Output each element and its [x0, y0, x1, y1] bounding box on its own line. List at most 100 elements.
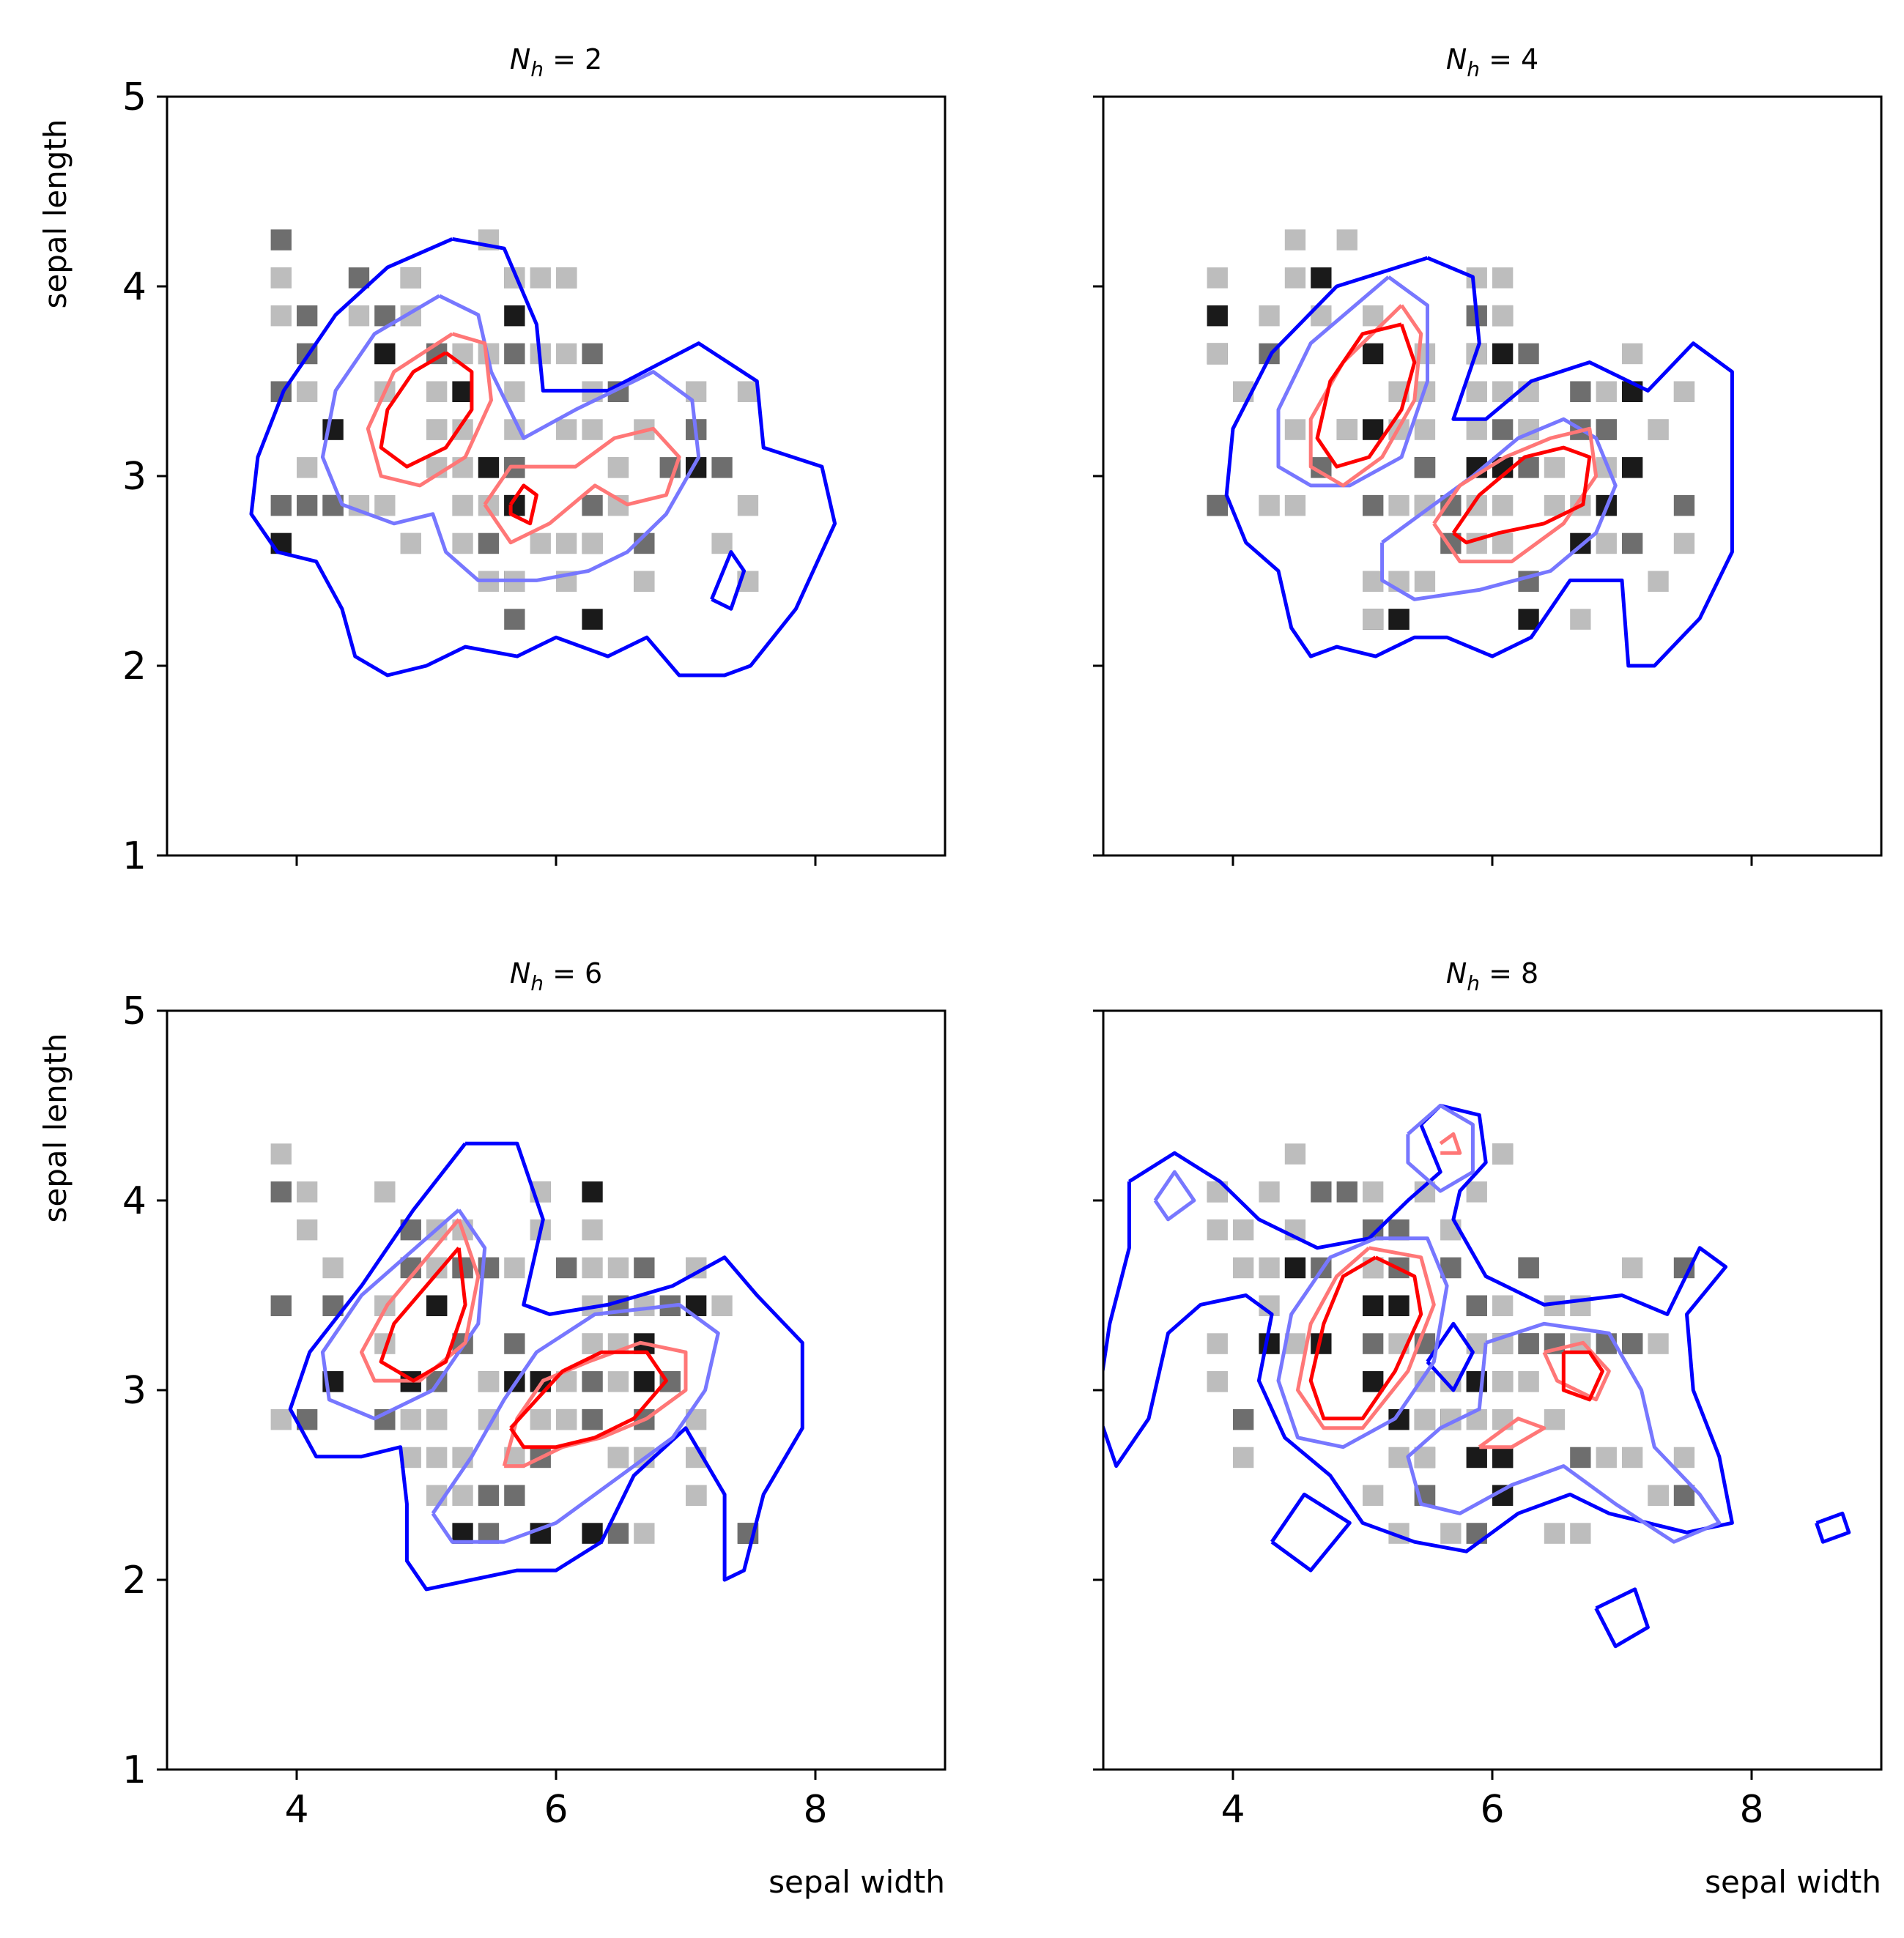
contour-line-level-3 — [1296, 1246, 1436, 1430]
histogram-cell — [556, 1408, 577, 1430]
histogram-cell — [270, 1143, 292, 1165]
contour-line-level-2 — [320, 1209, 487, 1421]
histogram-cell — [1492, 343, 1514, 365]
histogram-cell — [1207, 305, 1228, 327]
contour-line-level-2 — [1276, 1236, 1449, 1449]
histogram-cell — [530, 1408, 551, 1430]
histogram-cell — [1363, 305, 1384, 327]
contour-line-level-4 — [1451, 445, 1592, 545]
histogram-cell — [1518, 609, 1539, 630]
histogram-cell — [504, 305, 525, 327]
contour-line-level-4 — [379, 1247, 467, 1383]
histogram-cell — [1596, 1447, 1617, 1469]
contour-line-level-4 — [1315, 322, 1417, 469]
y-axis-label: sepal length — [37, 1033, 73, 1222]
histogram-cell — [1673, 494, 1695, 516]
histogram-cells — [270, 229, 759, 630]
histogram-cell — [426, 1408, 448, 1430]
histogram-cell — [400, 532, 421, 554]
x-tick-label: 6 — [544, 1788, 568, 1832]
histogram-cell — [556, 532, 577, 554]
histogram-cell — [478, 532, 500, 554]
histogram-cell — [452, 494, 473, 516]
histogram-cell — [582, 1523, 603, 1544]
histogram-cell — [1492, 305, 1514, 327]
histogram-cell — [582, 1257, 603, 1279]
histogram-cell — [1336, 229, 1357, 250]
contour-line-level-1 — [710, 550, 747, 611]
histogram-cell — [634, 1371, 655, 1392]
histogram-cell — [1388, 1295, 1410, 1316]
histogram-cell — [1673, 1447, 1695, 1469]
histogram-cell — [1259, 1181, 1280, 1203]
histogram-cell — [1207, 1333, 1228, 1354]
histogram-cell — [374, 494, 396, 516]
plot-area — [270, 1141, 804, 1592]
histogram-cell — [1596, 381, 1617, 402]
histogram-cell — [582, 1371, 603, 1392]
histogram-cell — [634, 571, 655, 592]
contour-line-level-3 — [1439, 1132, 1462, 1155]
histogram-cell — [1233, 1447, 1254, 1469]
x-tick-label: 4 — [1220, 1788, 1245, 1832]
histogram-cell — [1492, 1447, 1514, 1469]
contour-line-level-4 — [508, 483, 538, 526]
panel-title: Nh = 6 — [510, 957, 602, 995]
histogram-cell — [1207, 494, 1228, 516]
histogram-cell — [1544, 494, 1566, 516]
contour-line-level-2 — [1406, 1104, 1475, 1193]
x-axis-label: sepal width — [768, 1864, 945, 1900]
histogram-cell — [1492, 1371, 1514, 1392]
histogram-cell — [1363, 1371, 1384, 1392]
histogram-cell — [582, 609, 603, 630]
contour-line-level-3 — [1542, 1340, 1611, 1402]
histogram-cell — [711, 1295, 733, 1316]
histogram-cell — [1518, 1257, 1539, 1279]
histogram-cell — [400, 267, 421, 289]
histogram-cell — [1363, 419, 1384, 440]
histogram-cell — [737, 381, 759, 402]
histogram-cell — [504, 1485, 525, 1506]
contour-line-level-2 — [320, 294, 701, 582]
histogram-cell — [297, 1181, 318, 1203]
histogram-cell — [504, 343, 525, 365]
histogram-cell — [1673, 1485, 1695, 1506]
y-tick-label: 5 — [122, 990, 147, 1033]
plot-area — [249, 229, 837, 677]
histogram-cell — [711, 457, 733, 478]
contour-line-level-2 — [1153, 1170, 1196, 1222]
histogram-cell — [1388, 609, 1410, 630]
histogram-cell — [1648, 1333, 1669, 1354]
histogram-cell — [348, 305, 370, 327]
histogram-cell — [1622, 457, 1643, 478]
histogram-cell — [1622, 532, 1643, 554]
histogram-cell — [1284, 1143, 1306, 1165]
histogram-cell — [1363, 1333, 1384, 1354]
panel-title: Nh = 2 — [510, 43, 602, 81]
histogram-cell — [1492, 1295, 1514, 1316]
histogram-cell — [582, 1181, 603, 1203]
histogram-cell — [297, 1219, 318, 1241]
histogram-cell — [1311, 1181, 1332, 1203]
histogram-cell — [1622, 1333, 1643, 1354]
contour-line-level-1 — [1103, 1104, 1734, 1553]
histogram-cell — [1414, 1447, 1436, 1469]
histogram-cell — [1363, 609, 1384, 630]
y-tick-label: 1 — [122, 834, 147, 878]
histogram-cell — [1363, 1295, 1384, 1316]
histogram-cell — [634, 1295, 655, 1316]
histogram-cell — [1673, 532, 1695, 554]
histogram-cell — [1466, 419, 1487, 440]
histogram-cell — [1648, 419, 1669, 440]
histogram-cell — [297, 305, 318, 327]
histogram-cell — [556, 267, 577, 289]
y-tick-label: 2 — [122, 1559, 147, 1603]
histogram-cell — [634, 1523, 655, 1544]
histogram-cell — [711, 532, 733, 554]
x-tick-label: 4 — [284, 1788, 308, 1832]
histogram-cell — [1259, 305, 1280, 327]
x-tick-label: 6 — [1480, 1788, 1504, 1832]
plot-area — [1207, 229, 1734, 668]
histogram-cell — [452, 381, 473, 402]
histogram-cell — [426, 419, 448, 440]
